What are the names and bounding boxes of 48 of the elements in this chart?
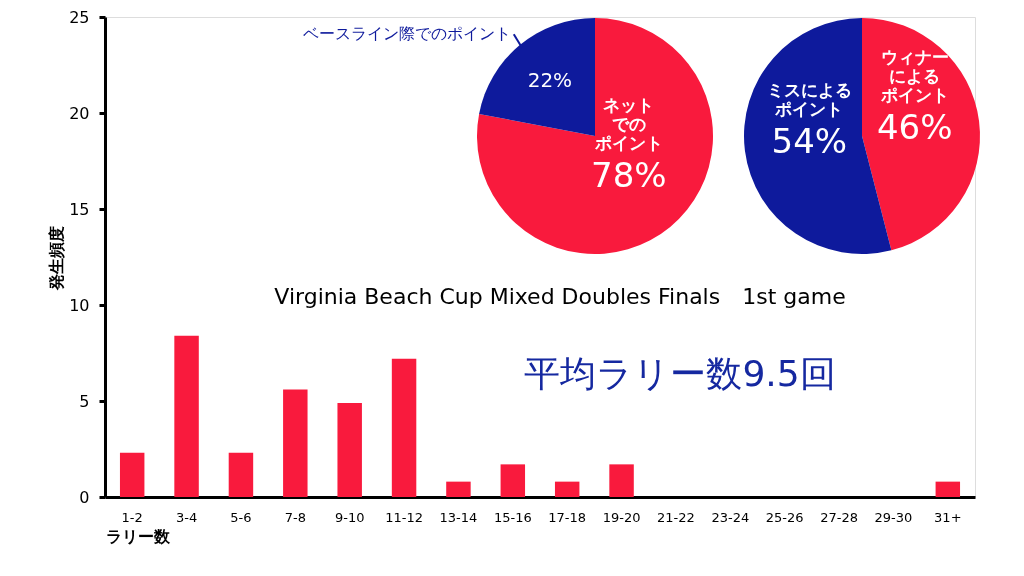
- x-axis-title: ラリー数: [105, 526, 171, 546]
- x-tick-label: 9-10: [334, 509, 365, 525]
- y-axis-title: 発生頻度: [47, 225, 67, 291]
- x-tick-label: 21-22: [657, 509, 695, 525]
- x-tick-label: 19-20: [602, 509, 641, 525]
- data-label: 22%: [527, 68, 573, 93]
- slice-label: ミスによるポイント: [766, 79, 852, 119]
- slice-label: ウィナーによるポイント: [879, 47, 949, 106]
- x-tick-label: 23-24: [711, 509, 750, 525]
- data-label: 54%: [771, 120, 848, 161]
- x-tick-label: 1-2: [121, 509, 143, 525]
- bar: [500, 464, 526, 497]
- bar: [228, 452, 254, 497]
- x-tick-label: 5-6: [230, 509, 252, 525]
- x-tick-label: 17-18: [548, 509, 587, 525]
- y-tick-label: 20: [69, 103, 90, 123]
- y-tick-label: 5: [79, 391, 90, 411]
- x-tick-label: 15-16: [493, 509, 532, 525]
- x-tick-label: 3-4: [175, 509, 198, 525]
- x-tick-label: 13-14: [439, 509, 478, 525]
- x-tick-label: 11-12: [385, 509, 423, 525]
- x-tick-label: 25-26: [765, 509, 804, 525]
- bar: [119, 452, 145, 497]
- data-label: 78%: [591, 154, 667, 195]
- bar: [174, 335, 199, 497]
- slice-label: ネットでのポイント: [593, 94, 663, 153]
- bar: [337, 402, 362, 497]
- y-tick-label: 0: [79, 487, 90, 507]
- y-tick-label: 15: [69, 199, 90, 219]
- x-tick-label: 27-28: [820, 509, 858, 525]
- text: Virginia Beach Cup Mixed Doubles Finals 1st game: [274, 284, 846, 309]
- x-tick-label: 31+: [934, 509, 962, 525]
- y-tick-label: 25: [69, 7, 90, 27]
- slice-label: ベースライン際でのポイント: [302, 24, 511, 44]
- bar: [283, 389, 308, 497]
- bar: [446, 481, 471, 497]
- y-tick-label: 10: [69, 295, 90, 315]
- bar: [609, 464, 634, 497]
- bar: [935, 481, 961, 497]
- x-tick-label: 29-30: [874, 509, 913, 525]
- pie-slice: [477, 18, 713, 254]
- pie-slice: [479, 18, 595, 136]
- data-label: 46%: [876, 107, 953, 148]
- bar: [554, 481, 580, 497]
- pie-slice: [862, 18, 980, 251]
- annotation: 平均ラリー数9.5回: [524, 353, 836, 394]
- bar: [391, 358, 417, 497]
- x-tick-label: 7-8: [284, 509, 306, 525]
